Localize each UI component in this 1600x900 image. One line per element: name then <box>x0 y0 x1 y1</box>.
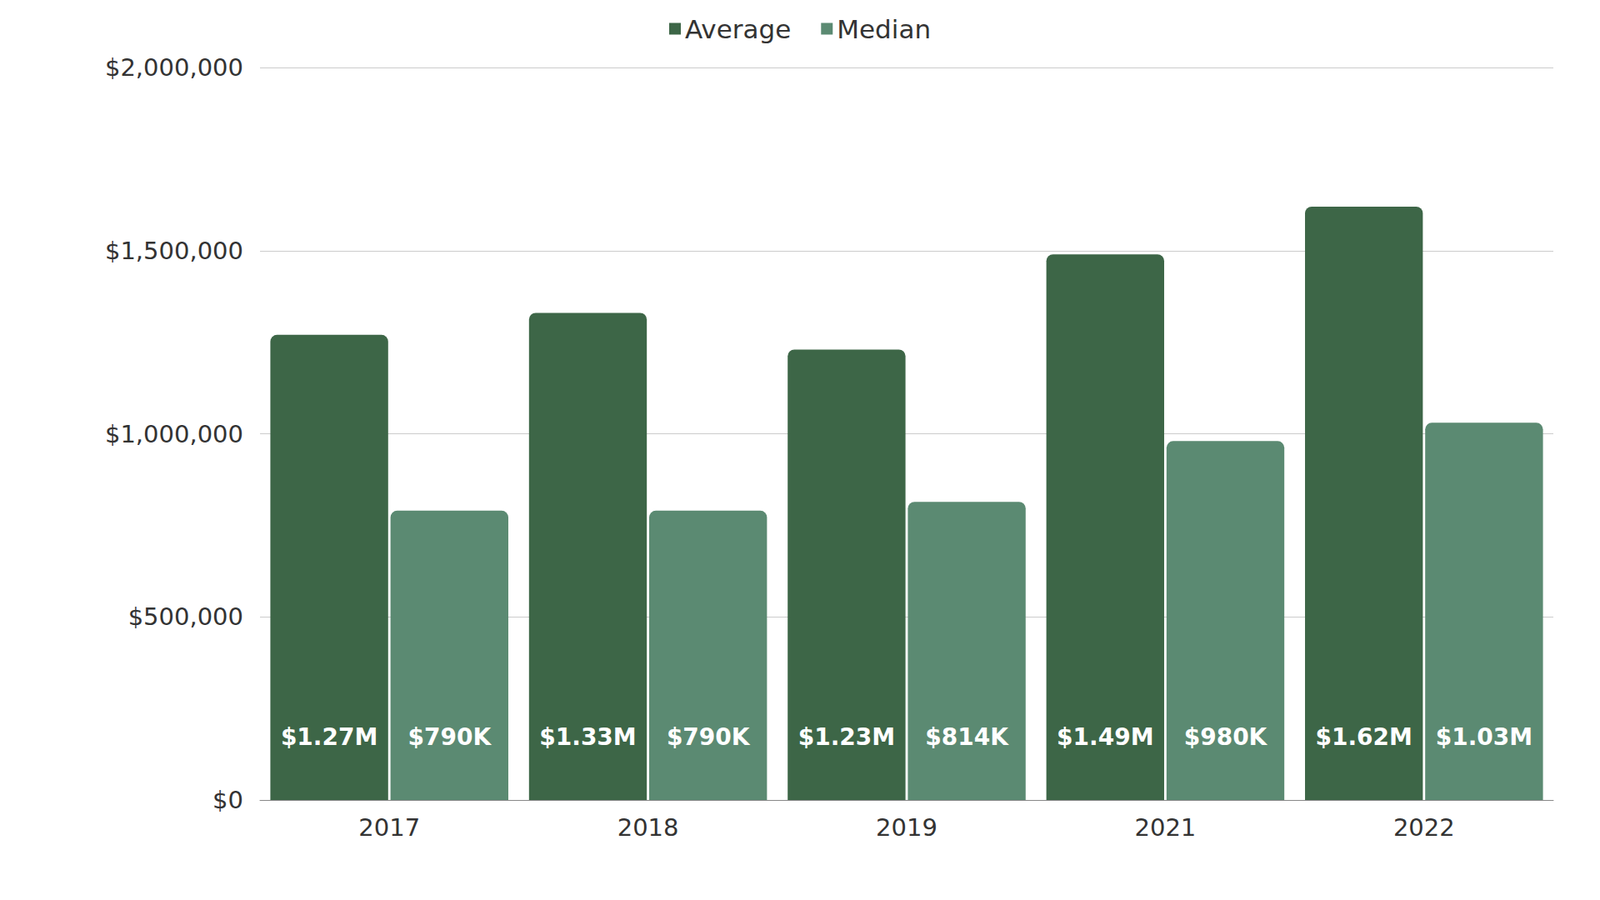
svg-text:Median: Median <box>836 14 931 45</box>
svg-text:2019: 2019 <box>875 813 938 842</box>
svg-text:$500,000: $500,000 <box>128 602 244 631</box>
svg-text:$980K: $980K <box>1184 723 1269 751</box>
svg-text:$790K: $790K <box>407 723 492 751</box>
svg-text:$1.03M: $1.03M <box>1435 723 1533 751</box>
svg-text:$0: $0 <box>212 785 244 815</box>
svg-text:$2,000,000: $2,000,000 <box>105 53 244 82</box>
svg-text:$814K: $814K <box>925 723 1010 751</box>
svg-text:2022: 2022 <box>1393 813 1455 842</box>
svg-text:$1.62M: $1.62M <box>1315 723 1412 751</box>
svg-text:$1,500,000: $1,500,000 <box>105 236 244 265</box>
svg-text:$1.49M: $1.49M <box>1056 723 1154 751</box>
svg-text:$1.27M: $1.27M <box>280 723 378 751</box>
svg-text:2018: 2018 <box>617 813 680 842</box>
svg-text:$1.23M: $1.23M <box>798 723 895 751</box>
svg-text:$790K: $790K <box>666 723 751 751</box>
svg-text:$1.33M: $1.33M <box>539 723 636 751</box>
svg-text:Average: Average <box>685 14 791 45</box>
svg-text:$1,000,000: $1,000,000 <box>105 420 244 449</box>
svg-text:2017: 2017 <box>358 813 420 842</box>
svg-text:2021: 2021 <box>1134 813 1196 842</box>
